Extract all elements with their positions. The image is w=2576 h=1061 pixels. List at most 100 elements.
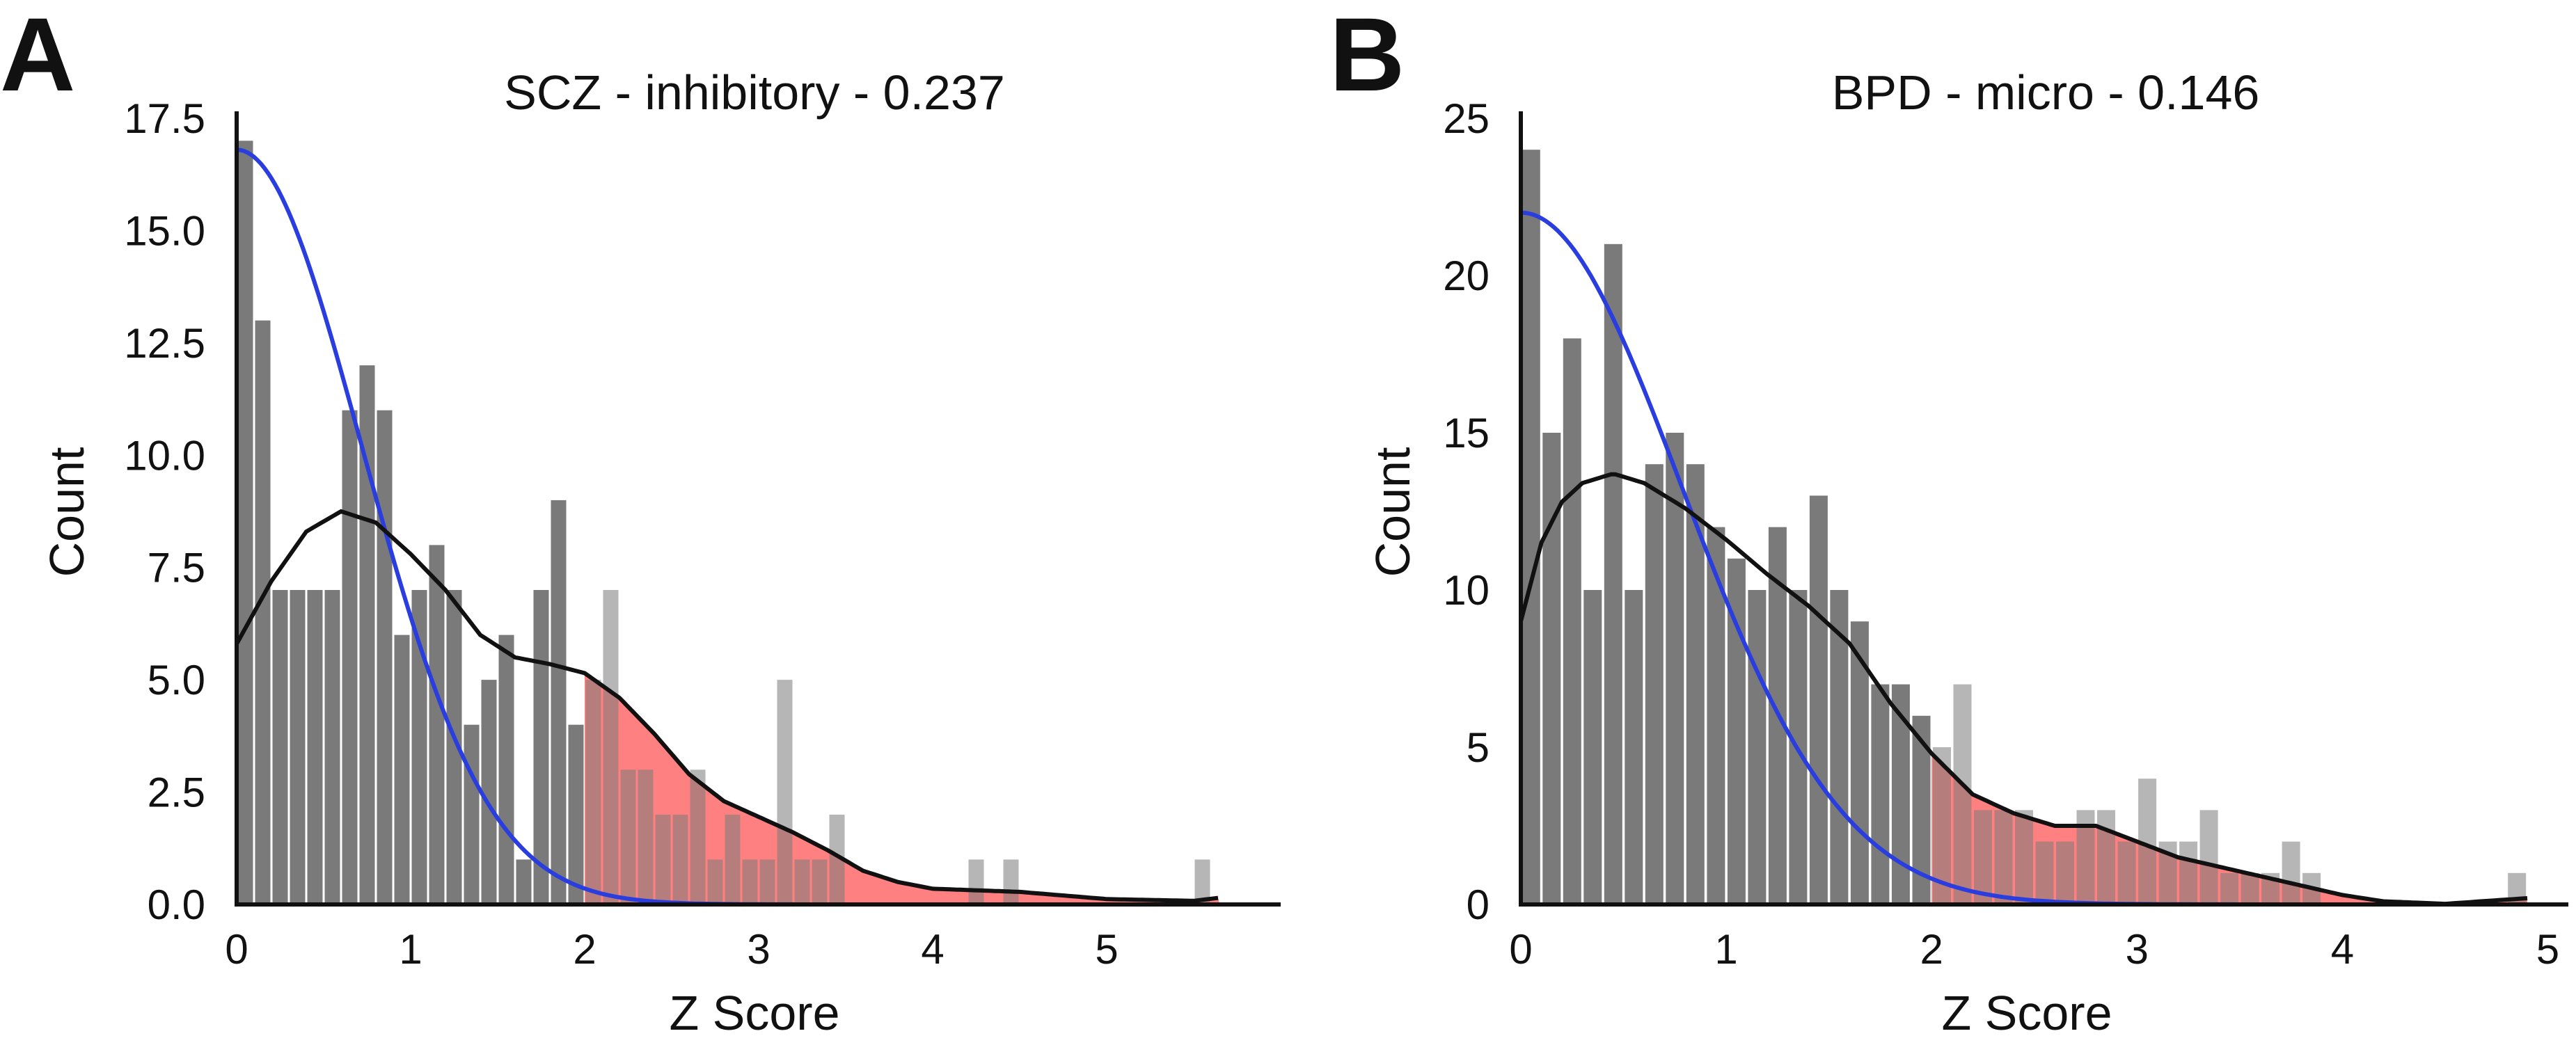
histogram-bar: [620, 769, 636, 904]
y-tick-label: 7.5: [148, 545, 205, 591]
histogram-bar: [1625, 590, 1643, 904]
histogram-bar: [394, 635, 410, 904]
panel-a: A SCZ - inhibitory - 0.237 Z Score Count…: [0, 0, 1281, 1040]
histogram-bar: [1974, 810, 1992, 904]
x-tick-label: 0: [225, 926, 248, 973]
histogram-bar: [1522, 150, 1540, 905]
histogram-bar: [429, 545, 445, 904]
y-tick-label: 2.5: [148, 769, 205, 816]
x-tick-label: 5: [1095, 926, 1118, 973]
x-tick-label: 2: [1920, 926, 1943, 973]
x-tick-label: 3: [2126, 926, 2149, 973]
histogram-bar: [1645, 464, 1664, 904]
chart-title-b: BPD - micro - 0.146: [1832, 65, 2260, 120]
histogram-bar: [2097, 810, 2115, 904]
histogram-bar: [498, 635, 514, 904]
histogram-bar: [411, 590, 427, 904]
histogram-bar: [2056, 841, 2074, 904]
histogram-bar: [516, 859, 532, 904]
y-tick-label: 25: [1443, 95, 1490, 142]
histogram-bar: [1686, 464, 1705, 904]
histogram-bar: [481, 680, 497, 904]
histogram-bar: [707, 859, 723, 904]
histogram-bar: [638, 769, 654, 904]
y-axis-label-b: Count: [1366, 447, 1420, 577]
histogram-bar: [307, 590, 323, 904]
histogram-bar: [968, 859, 984, 904]
histogram-bar: [672, 814, 688, 904]
histogram-bar: [1604, 244, 1622, 904]
highlight-area-a: [585, 673, 1220, 904]
histogram-bar: [2199, 810, 2218, 904]
histogram-bar: [359, 365, 375, 904]
x-tick-label: 2: [573, 926, 596, 973]
histogram-bar: [759, 859, 775, 904]
histogram-bar: [1994, 810, 2013, 904]
y-tick-label: 17.5: [124, 95, 205, 142]
histogram-bar: [1666, 433, 1684, 904]
panel-letter-b: B: [1329, 0, 1405, 113]
x-tick-label: 1: [1714, 926, 1737, 973]
kde-curve-b: [1519, 472, 2528, 907]
y-tick-label: 0.0: [148, 881, 205, 928]
histogram-bar: [794, 859, 810, 904]
y-tick-label: 20: [1443, 253, 1490, 299]
histogram-bar: [777, 680, 793, 904]
histogram-bar: [255, 320, 271, 905]
histogram-bar: [1583, 590, 1602, 904]
histogram-bar: [655, 814, 671, 904]
histogram-bar: [1707, 527, 1725, 904]
histogram-bar: [725, 814, 741, 904]
histogram-bar: [324, 590, 340, 904]
histogram-bar: [342, 410, 358, 904]
histogram-bar: [1953, 684, 1972, 904]
histogram-bar: [237, 141, 253, 904]
x-tick-label: 5: [2536, 926, 2559, 973]
kde-curve-a: [235, 509, 1219, 903]
panel-b: B BPD - micro - 0.146 Z Score Count 0 1 2 3…: [1329, 0, 2568, 1040]
x-tick-label: 1: [399, 926, 422, 973]
histogram-bar: [1809, 495, 1828, 904]
x-axis-label-a: Z Score: [669, 986, 839, 1040]
histogram-bar: [585, 680, 601, 904]
histogram-bar: [377, 410, 393, 904]
y-tick-label: 0: [1467, 881, 1490, 928]
histogram-bar: [1542, 433, 1561, 904]
x-tick-label: 3: [747, 926, 770, 973]
histogram-bar: [2117, 841, 2136, 904]
histogram-bar: [2282, 841, 2300, 904]
histogram-bar: [272, 590, 288, 904]
histogram-bar: [2241, 872, 2259, 904]
histogram-bar: [2179, 841, 2198, 904]
histogram-bar: [1830, 590, 1849, 904]
y-tick-label: 12.5: [124, 320, 205, 367]
histogram-bar: [290, 590, 306, 904]
histogram-bar: [568, 724, 584, 904]
y-tick-label: 10: [1443, 567, 1490, 614]
histogram-bar: [551, 500, 567, 904]
histogram-bar: [2035, 841, 2054, 904]
x-axis-label-b: Z Score: [1941, 986, 2112, 1040]
y-tick-label: 15: [1443, 410, 1490, 456]
y-tick-label: 5: [1467, 724, 1490, 771]
x-tick-label: 4: [2331, 926, 2354, 973]
x-tick-label: 0: [1509, 926, 1532, 973]
histogram-bar: [2015, 810, 2033, 904]
histogram-bar: [1727, 558, 1746, 904]
histogram-bar: [742, 859, 758, 904]
y-tick-label: 5.0: [148, 657, 205, 703]
histogram-bar: [2220, 872, 2239, 904]
plot-area-b: 0 1 2 3 4 5 0 5 10 15 20 25: [1443, 95, 2568, 973]
histogram-bar: [1748, 590, 1767, 904]
chart-title-a: SCZ - inhibitory - 0.237: [504, 65, 1005, 120]
histogram-bar: [690, 769, 706, 904]
histogram-bar: [1003, 859, 1019, 904]
x-tick-label: 4: [921, 926, 944, 973]
histogram-bar: [603, 590, 619, 904]
histogram-bar: [812, 859, 828, 904]
histogram-bar: [1871, 684, 1890, 904]
y-tick-label: 15.0: [124, 207, 205, 254]
y-axis-label-a: Count: [40, 447, 94, 577]
histogram-bar: [1563, 338, 1581, 904]
